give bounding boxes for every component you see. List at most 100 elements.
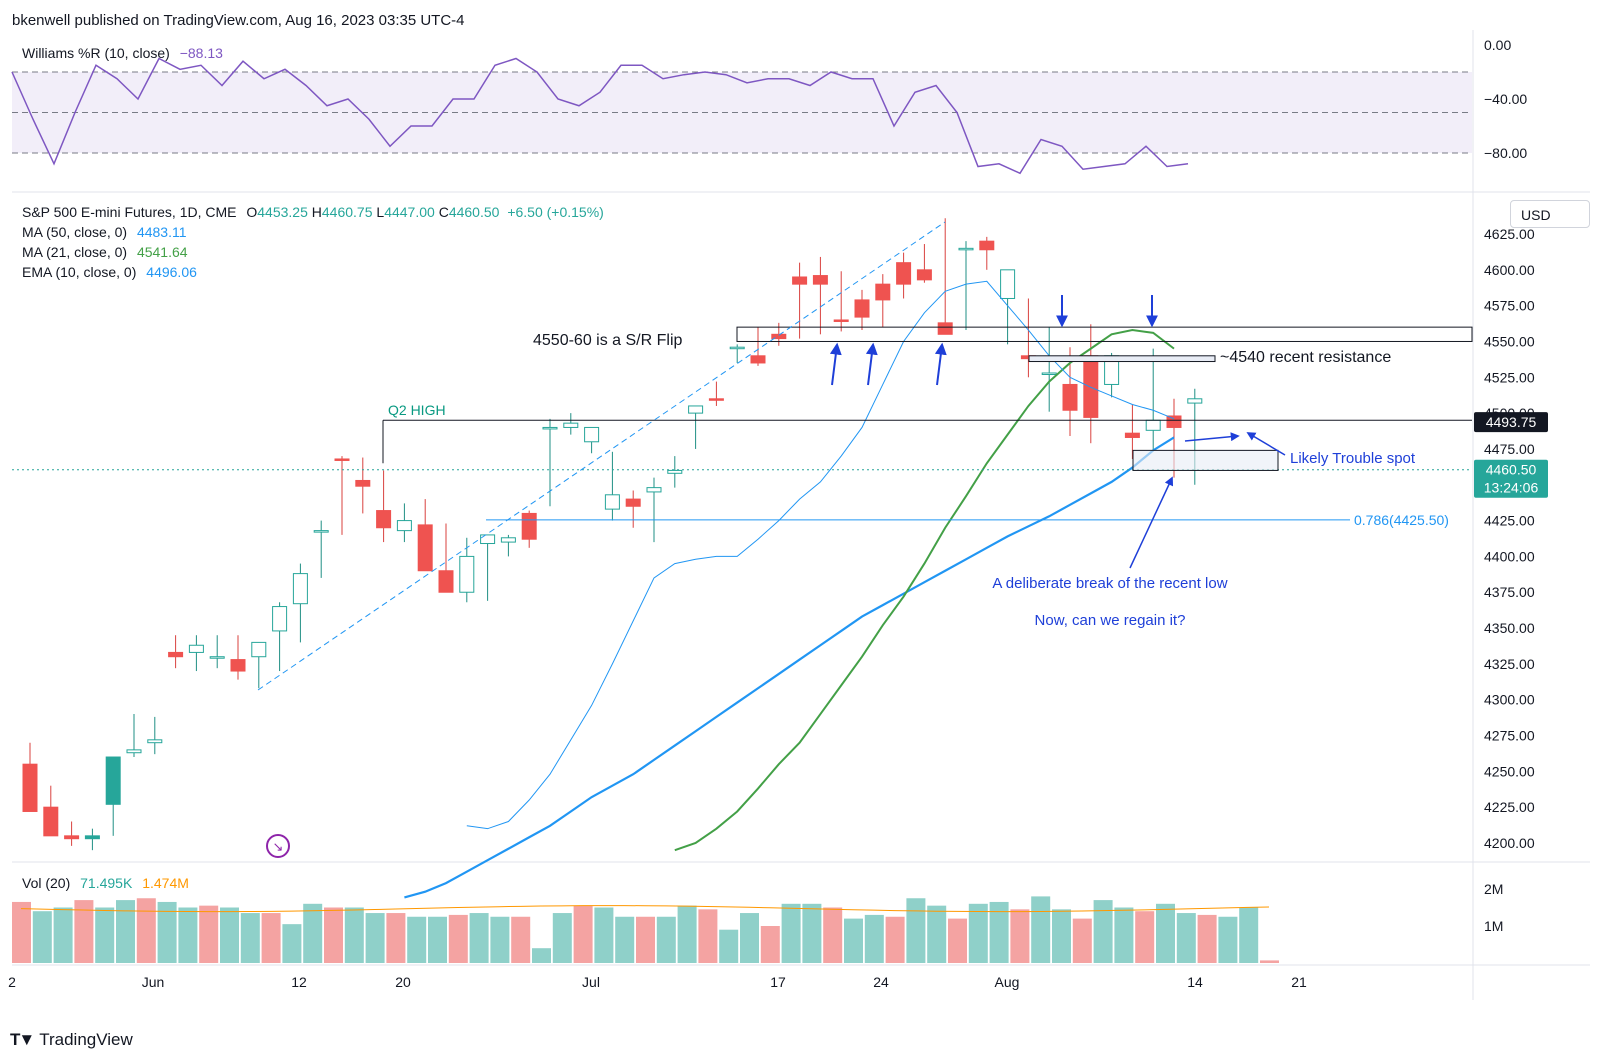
volume-bar[interactable] — [615, 916, 635, 963]
candle-body[interactable] — [147, 739, 163, 744]
volume-bar[interactable] — [220, 907, 239, 964]
candle-body[interactable] — [43, 806, 59, 837]
volume-bar[interactable] — [760, 926, 780, 963]
candle-body[interactable] — [521, 512, 537, 540]
vol-legend[interactable]: Vol (20) 71.495K 1.474M — [22, 875, 189, 891]
candle-body[interactable] — [376, 510, 392, 529]
volume-bar[interactable] — [1031, 896, 1051, 963]
candle-body[interactable] — [1145, 419, 1161, 431]
candle-body[interactable] — [126, 749, 142, 754]
volume-bar[interactable] — [552, 913, 572, 963]
volume-bar[interactable] — [864, 914, 884, 963]
candle-body[interactable] — [22, 763, 38, 812]
volume-bar[interactable] — [781, 903, 801, 963]
candle-body[interactable] — [812, 275, 828, 285]
candle-body[interactable] — [646, 487, 662, 493]
candle-body[interactable] — [542, 426, 558, 430]
volume-bar[interactable] — [344, 907, 364, 964]
candle-body[interactable] — [334, 458, 350, 461]
volume-bar[interactable] — [240, 913, 260, 963]
wr-pane[interactable] — [12, 30, 1472, 190]
volume-bar[interactable] — [12, 901, 31, 963]
volume-bar[interactable] — [157, 901, 177, 963]
volume-bar[interactable] — [906, 898, 926, 963]
volume-bar[interactable] — [573, 905, 593, 963]
candle-body[interactable] — [604, 494, 620, 510]
candle-body[interactable] — [667, 469, 683, 474]
volume-bar[interactable] — [282, 924, 302, 963]
candle-body[interactable] — [792, 276, 808, 285]
ema10-legend[interactable]: EMA (10, close, 0) 4496.06 — [22, 264, 197, 280]
volume-bar[interactable] — [948, 918, 967, 963]
volume-bar[interactable] — [74, 900, 94, 963]
volume-bar[interactable] — [469, 913, 489, 963]
candle-body[interactable] — [937, 322, 953, 335]
volume-bar[interactable] — [1135, 911, 1155, 963]
volume-bar[interactable] — [407, 916, 427, 963]
volume-bar[interactable] — [802, 903, 822, 963]
volume-bar[interactable] — [116, 900, 135, 963]
candle-body[interactable] — [355, 479, 371, 487]
candle-body[interactable] — [84, 835, 100, 840]
candle-body[interactable] — [854, 299, 870, 318]
candle-body[interactable] — [896, 262, 912, 285]
volume-bar[interactable] — [1239, 907, 1259, 964]
volume-bar[interactable] — [1218, 916, 1238, 963]
volume-bar[interactable] — [844, 918, 863, 963]
candle-body[interactable] — [750, 355, 766, 364]
candle-body[interactable] — [459, 555, 475, 593]
candle-body[interactable] — [417, 524, 433, 572]
volume-bar[interactable] — [32, 911, 52, 963]
volume-bar[interactable] — [490, 916, 510, 963]
sr-flip-box[interactable] — [736, 326, 1473, 342]
candle-body[interactable] — [64, 835, 80, 840]
volume-bar[interactable] — [1010, 909, 1030, 963]
candle-body[interactable] — [272, 606, 288, 632]
volume-bar[interactable] — [1156, 903, 1175, 963]
candle-body[interactable] — [688, 405, 704, 414]
wr-legend[interactable]: Williams %R (10, close) −88.13 — [22, 45, 223, 61]
candle-body[interactable] — [251, 641, 267, 658]
volume-bar[interactable] — [968, 903, 988, 963]
candle-body[interactable] — [729, 346, 745, 350]
volume-bar[interactable] — [698, 909, 718, 963]
tradingview-logo[interactable]: T▼ TradingView — [10, 1030, 133, 1050]
volume-bar[interactable] — [823, 907, 843, 964]
candle-body[interactable] — [313, 530, 329, 533]
candle-body[interactable] — [584, 426, 600, 443]
volume-bar[interactable] — [303, 903, 323, 963]
candle-body[interactable] — [230, 659, 246, 672]
volume-bar[interactable] — [1052, 909, 1071, 963]
candle-body[interactable] — [563, 422, 579, 428]
volume-bar[interactable] — [594, 907, 614, 964]
volume-bar[interactable] — [532, 948, 551, 963]
symbol-legend[interactable]: S&P 500 E-mini Futures, 1D, CME O4453.25… — [22, 204, 604, 220]
volume-bar[interactable] — [136, 898, 156, 963]
volume-bar[interactable] — [1260, 960, 1279, 963]
volume-bar[interactable] — [261, 913, 281, 963]
candle-body[interactable] — [1083, 355, 1099, 418]
volume-bar[interactable] — [989, 901, 1009, 963]
candle-body[interactable] — [1124, 432, 1140, 438]
channel-line[interactable] — [257, 221, 946, 691]
ma50-legend[interactable]: MA (50, close, 0) 4483.11 — [22, 224, 187, 240]
candle-body[interactable] — [1000, 269, 1016, 299]
volume-bar[interactable] — [1072, 918, 1092, 963]
candle-body[interactable] — [480, 534, 496, 545]
candle-body[interactable] — [209, 656, 225, 659]
candle-body[interactable] — [168, 651, 184, 658]
volume-bar[interactable] — [511, 916, 531, 963]
volume-bar[interactable] — [324, 907, 343, 964]
volume-bar[interactable] — [719, 929, 739, 963]
volume-bar[interactable] — [1197, 914, 1217, 963]
trouble-zone-box[interactable] — [1132, 449, 1279, 471]
candle-body[interactable] — [875, 283, 891, 301]
volume-bar[interactable] — [740, 913, 759, 963]
candle-body[interactable] — [771, 333, 787, 340]
volume-bar[interactable] — [656, 916, 676, 963]
candle-body[interactable] — [833, 319, 849, 322]
candle-body[interactable] — [438, 570, 454, 593]
volume-bar[interactable] — [386, 913, 406, 963]
volume-bar[interactable] — [1093, 900, 1113, 963]
